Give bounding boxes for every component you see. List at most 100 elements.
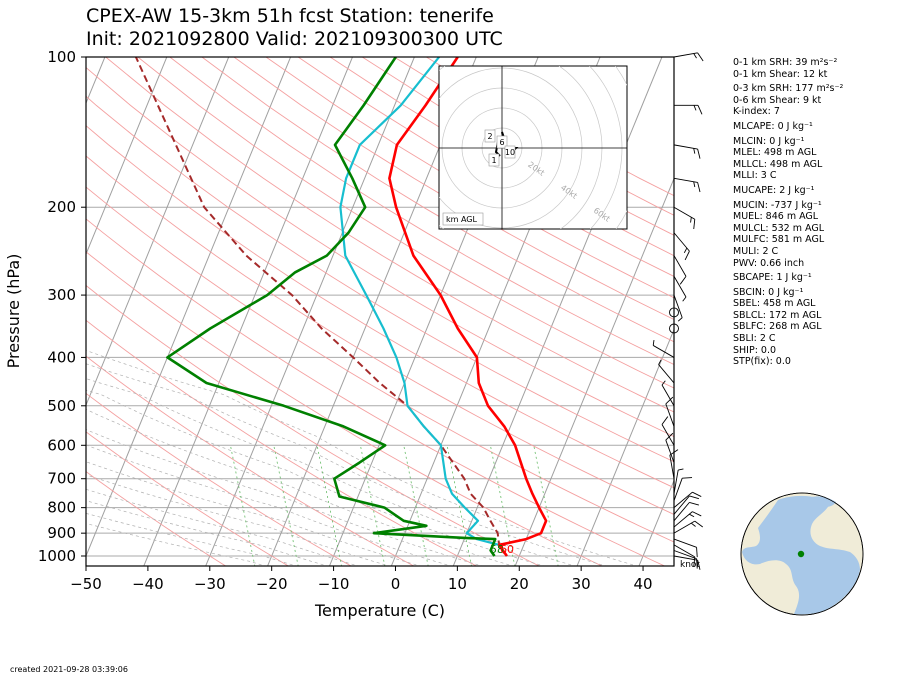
y-tick-label: 700 <box>47 470 76 488</box>
hodograph-legend-box <box>442 212 484 226</box>
wind-barb-staff <box>673 255 687 277</box>
wind-barb <box>673 511 702 528</box>
moist-adiabat-line <box>86 408 515 566</box>
index-line: MULI: 2 C <box>733 245 779 257</box>
hodograph-height-box <box>504 145 516 159</box>
y-tick-label: 1000 <box>38 547 76 565</box>
wind-barb-staff <box>673 294 683 318</box>
wind-barb-half <box>693 181 696 188</box>
virtual_temperature-line <box>339 57 508 557</box>
wind-barb <box>673 144 701 159</box>
mixing-ratio-line <box>533 445 559 566</box>
moist-adiabat-line <box>86 378 577 566</box>
chart-profiles <box>134 57 548 557</box>
hodograph-height-box <box>484 129 496 143</box>
wind-barb <box>673 538 698 558</box>
wind-barb <box>673 206 696 230</box>
x-tick-label: −50 <box>70 575 102 593</box>
index-line: SBLFC: 268 m AGL <box>733 321 822 333</box>
x-tick-label: 20 <box>510 575 529 593</box>
index-line: MLCIN: 0 J kg⁻¹ <box>733 135 805 147</box>
moist-adiabat-line <box>86 500 329 566</box>
wind-barb-staff <box>673 538 697 548</box>
dry-adiabat-line <box>86 319 478 566</box>
moist-adiabat-line <box>86 389 546 566</box>
x-tick-label: −10 <box>318 575 350 593</box>
index-line: SBCAPE: 1 J kg⁻¹ <box>733 272 812 284</box>
hodograph-height-box <box>496 135 508 149</box>
wind-barb-half <box>690 217 692 223</box>
station-marker <box>797 550 805 558</box>
index-line: 0-1 km Shear: 12 kt <box>733 68 828 80</box>
index-line: MLLI: 3 C <box>733 170 777 182</box>
wind-barb-half <box>683 247 688 254</box>
hodograph-ring-label: 80kt <box>625 229 645 247</box>
wind-barb-flag <box>692 511 702 517</box>
wind-barb <box>661 380 675 407</box>
wind-barb-staff <box>673 555 698 561</box>
moist-adiabat-line <box>86 429 484 566</box>
index-line: MLEL: 498 m AGL <box>733 147 817 159</box>
hodograph-frame <box>438 65 628 230</box>
wind-barb-flag <box>696 547 698 558</box>
wind-barb-half <box>661 380 666 386</box>
wind-barb-flag <box>697 105 703 115</box>
wind-barb-half <box>689 513 695 518</box>
wind-barb-flag <box>697 148 701 159</box>
chart-title-line2: Init: 2021092800 Valid: 202109300300 UTC <box>86 28 503 50</box>
surface-dewpoint-label: 58 <box>490 543 504 556</box>
stability-indices-panel: 0-1 km SRH: 39 m²s⁻² 0-1 km Shear: 12 kt… <box>733 57 843 368</box>
dry-adiabat-line <box>86 355 415 566</box>
dry-adiabat-line <box>297 57 674 277</box>
wind-barb-staff <box>673 469 679 494</box>
moist-adiabat-line <box>86 363 607 566</box>
index-line: MUCAPE: 2 J kg⁻¹ <box>733 184 815 196</box>
wind-barb-staff <box>673 550 697 560</box>
index-line: K-index: 7 <box>733 106 780 118</box>
wind-barb-staff <box>673 495 690 515</box>
dewpoint-line <box>166 57 497 557</box>
wind-barb <box>673 276 687 302</box>
wind-barb <box>661 416 675 446</box>
wind-barb-staff <box>669 454 675 479</box>
wind-barb-flag <box>696 558 698 569</box>
hodograph-height-label: 1 <box>491 156 496 165</box>
hodograph-height-label: 2 <box>487 132 492 141</box>
wind-barb <box>673 477 693 501</box>
y-tick-label: 800 <box>47 499 76 517</box>
isotherm-line <box>86 57 292 558</box>
wind-barb-half <box>693 105 697 111</box>
wind-barb-staff <box>661 424 675 446</box>
dry-adiabat-line <box>86 155 674 515</box>
dry-adiabat-line <box>86 431 290 566</box>
wind-barb <box>673 468 684 494</box>
wind-barb-staff <box>665 439 675 463</box>
chart-title-line1: CPEX-AW 15-3km 51h fcst Station: tenerif… <box>86 5 494 27</box>
index-line: SHIP: 0.0 <box>733 344 777 356</box>
wind-barb <box>673 232 690 261</box>
wind-barb-flag <box>682 477 693 479</box>
index-line: PWV: 0.66 inch <box>733 257 805 269</box>
wind-barb <box>673 501 700 522</box>
index-line: 0-1 km SRH: 39 m²s⁻² <box>733 57 838 68</box>
moist-adiabat-line <box>86 488 360 566</box>
wind-barb <box>673 255 687 285</box>
hodograph-height-label: 6 <box>499 138 504 147</box>
y-tick-label: 900 <box>47 524 76 542</box>
wind-barb-flag <box>665 396 674 405</box>
index-line: SBLCL: 172 m AGL <box>733 309 822 321</box>
wind-barb <box>673 555 701 570</box>
dry-adiabat-line <box>169 57 674 366</box>
wind-barbs <box>652 52 704 570</box>
wind-barb-staff <box>673 232 690 252</box>
wind-barb-flag <box>689 501 700 506</box>
chart-grid <box>86 57 674 566</box>
mixing-ratio-line <box>446 445 472 566</box>
wind-barb-staff <box>673 520 696 534</box>
moist-adiabat-line <box>86 474 391 566</box>
dry-adiabat-line <box>105 57 674 413</box>
wind-barb-staff <box>661 384 675 407</box>
hodograph-legend: km AGL <box>446 215 478 224</box>
